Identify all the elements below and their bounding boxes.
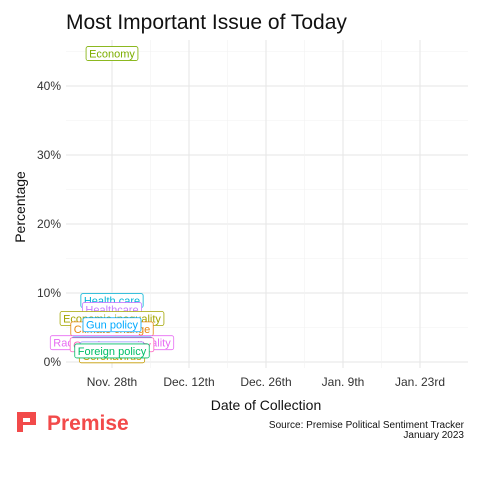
y-tick-label: 40% [37, 79, 61, 93]
y-tick-label: 0% [44, 355, 62, 369]
premise-logo-text: Premise [47, 412, 129, 435]
data-label-box [82, 317, 142, 333]
y-tick-label: 30% [37, 148, 61, 162]
axis-ticks: Nov. 28th Dec. 12th Dec. 26th Jan. 9th Jan. … [37, 79, 445, 389]
x-tick-label: Nov. 28th [87, 375, 137, 389]
premise-logo-icon [17, 412, 36, 432]
gridlines [66, 40, 468, 368]
data-label: Foreign policy [74, 343, 150, 359]
data-label: Gun policy [82, 317, 142, 333]
data-label-text: Economy [89, 49, 135, 61]
data-label-text: Foreign policy [78, 346, 147, 358]
x-tick-label: Dec. 12th [163, 375, 214, 389]
source-line-2: January 2023 [403, 430, 464, 441]
x-tick-label: Jan. 23rd [395, 375, 445, 389]
data-label-box [85, 46, 139, 61]
data-label-text: Gun policy [86, 320, 138, 332]
y-tick-label: 10% [37, 286, 61, 300]
data-label: Economy [85, 46, 139, 61]
source-line-1: Source: Premise Political Sentiment Trac… [269, 420, 465, 431]
x-tick-label: Jan. 9th [322, 375, 365, 389]
y-tick-label: 20% [37, 217, 61, 231]
chart-title: Most Important Issue of Today [66, 11, 347, 34]
x-tick-label: Dec. 26th [240, 375, 291, 389]
x-axis-title: Date of Collection [211, 397, 322, 413]
y-axis-title: Percentage [12, 171, 28, 243]
premise-logo: Premise [17, 412, 129, 435]
data-label-box [74, 343, 150, 359]
